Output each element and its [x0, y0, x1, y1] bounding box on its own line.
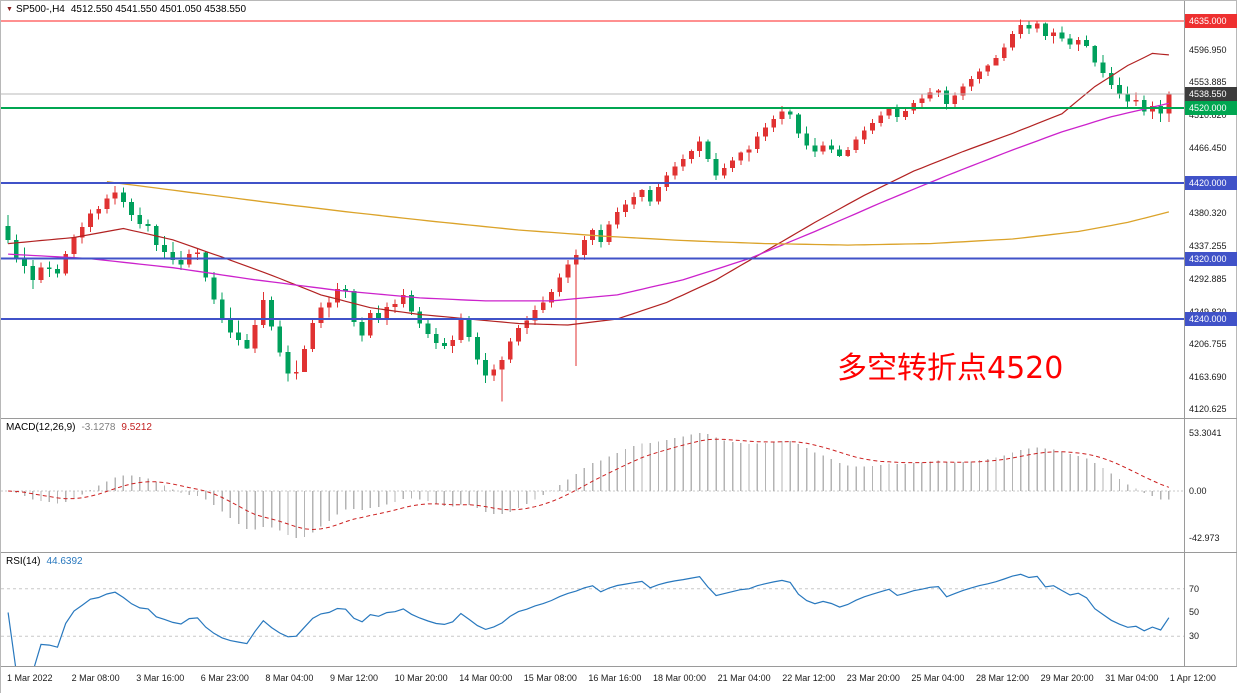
- macd-signal-value: 9.5212: [121, 422, 152, 433]
- macd-axis-label: -42.973: [1189, 532, 1220, 543]
- time-axis-label: 15 Mar 08:00: [523, 673, 577, 683]
- macd-pane-canvas[interactable]: [1, 419, 1184, 552]
- time-axis-label: 1 Mar 2022: [7, 673, 53, 683]
- price-axis[interactable]: 4596.9504553.8854510.8204466.4504380.320…: [1185, 1, 1237, 418]
- collapse-triangle-icon[interactable]: ▼: [6, 6, 13, 13]
- time-axis-label: 28 Mar 12:00: [976, 673, 1030, 683]
- time-axis-label: 18 Mar 00:00: [653, 673, 707, 683]
- chart-ohlc-header: ▼ SP500-,H4 4512.550 4541.550 4501.050 453…: [6, 4, 246, 15]
- price-badge: 4420.000: [1185, 176, 1237, 191]
- time-axis-label: 25 Mar 04:00: [911, 673, 965, 683]
- price-axis-label: 4553.885: [1189, 77, 1227, 88]
- price-axis-label: 4163.690: [1189, 371, 1227, 382]
- time-axis-label: 8 Mar 04:00: [265, 673, 314, 683]
- time-axis-label: 29 Mar 20:00: [1040, 673, 1094, 683]
- rsi-axis-label: 30: [1189, 631, 1200, 642]
- time-axis[interactable]: 1 Mar 2022 2 Mar 08:00 3 Mar 16:00 6 Mar 23…: [1, 667, 1237, 693]
- time-axis-label: 14 Mar 00:00: [459, 673, 513, 683]
- price-axis-label: 4466.450: [1189, 143, 1227, 154]
- price-pane-canvas[interactable]: [1, 1, 1184, 418]
- price-badge: 4520.000: [1185, 100, 1237, 115]
- symbol-timeframe-label: SP500-,H4: [15, 4, 65, 15]
- pane-separator[interactable]: [1, 666, 1237, 667]
- time-axis-label: 16 Mar 16:00: [588, 673, 642, 683]
- pane-separator[interactable]: [1, 418, 1237, 419]
- rsi-pane-canvas[interactable]: [1, 553, 1184, 666]
- rsi-axis[interactable]: 70 50 30: [1185, 1, 1237, 693]
- rsi-axis-label: 70: [1189, 583, 1200, 594]
- price-badge: 4635.000: [1185, 13, 1237, 28]
- macd-indicator-header: MACD(12,26,9) -3.1278 9.5212: [6, 422, 152, 433]
- rsi-value: 44.6392: [46, 556, 83, 567]
- price-badge: 4538.550: [1185, 86, 1237, 101]
- price-axis-border: [1184, 1, 1185, 667]
- time-axis-label: 22 Mar 12:00: [782, 673, 836, 683]
- macd-axis[interactable]: 53.3041 0.00 -42.973: [1185, 1, 1237, 693]
- time-axis-label: 21 Mar 04:00: [717, 673, 771, 683]
- time-axis-label: 9 Mar 12:00: [330, 673, 379, 683]
- price-axis-label: 4596.950: [1189, 44, 1227, 55]
- price-axis-label: 4120.625: [1189, 404, 1227, 415]
- time-axis-label: 3 Mar 16:00: [136, 673, 185, 683]
- time-axis-label: 23 Mar 20:00: [846, 673, 900, 683]
- pane-separator[interactable]: [1, 552, 1237, 553]
- macd-name-label: MACD(12,26,9): [6, 422, 76, 433]
- time-axis-label: 6 Mar 23:00: [200, 673, 249, 683]
- price-axis-label: 4206.755: [1189, 339, 1227, 350]
- macd-axis-label: 0.00: [1189, 485, 1207, 496]
- rsi-axis-label: 50: [1189, 607, 1200, 618]
- time-axis-label: 10 Mar 20:00: [394, 673, 448, 683]
- rsi-name-label: RSI(14): [6, 556, 41, 567]
- macd-axis-label: 53.3041: [1189, 427, 1222, 438]
- price-badge: 4240.000: [1185, 312, 1237, 326]
- price-axis-label: 4292.885: [1189, 274, 1227, 285]
- price-badge: 4320.000: [1185, 251, 1237, 266]
- price-axis-label: 4337.255: [1189, 240, 1227, 251]
- ohlc-values: 4512.550 4541.550 4501.050 4538.550: [70, 4, 247, 15]
- time-axis-label: 31 Mar 04:00: [1105, 673, 1159, 683]
- price-axis-label: 4249.820: [1189, 307, 1227, 317]
- rsi-indicator-header: RSI(14) 44.6392: [6, 556, 83, 567]
- price-axis-label: 4380.320: [1189, 208, 1227, 219]
- chart-annotation-text: 多空转折点4520: [837, 351, 1064, 386]
- time-axis-label: 1 Apr 12:00: [1169, 673, 1216, 683]
- macd-main-value: -3.1278: [81, 422, 116, 433]
- time-axis-label: 2 Mar 08:00: [71, 673, 120, 683]
